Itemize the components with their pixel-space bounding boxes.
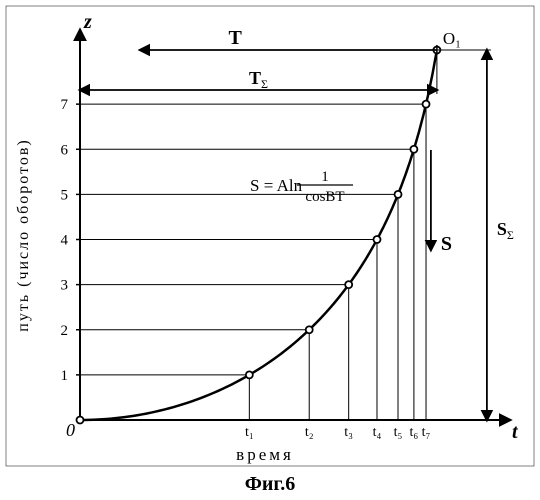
- t-tick-label: t₃: [344, 425, 353, 440]
- origin-label: 0: [66, 420, 75, 440]
- y-tick-label: 4: [61, 233, 69, 249]
- formula-den: cosBT: [305, 189, 344, 205]
- curve-marker: [395, 191, 402, 198]
- x-axis-label: время: [236, 445, 294, 464]
- t-tick-label: t₆: [410, 425, 419, 440]
- curve-marker: [306, 326, 313, 333]
- curve: [80, 50, 437, 420]
- y-tick-label: 1: [61, 368, 69, 384]
- y-axis-label: путь (число оборотов): [15, 138, 32, 331]
- t-tick-label: t₁: [245, 425, 254, 440]
- y-tick-label: 5: [61, 187, 69, 203]
- formula-num: 1: [321, 169, 329, 185]
- t-label: t: [512, 421, 519, 443]
- curve-marker: [410, 146, 417, 153]
- y-tick-label: 3: [61, 278, 69, 294]
- t-tick-label: t₂: [305, 425, 314, 440]
- figure-canvas: 1 2 3 4 5 6 7 t₁ t₂ t₃ t₄ t₅ t₆t₇ 0 z t T O₁ TΣ S SΣ S = Aln 1…: [0, 0, 540, 500]
- formula-left: S = Aln: [250, 176, 303, 195]
- t-tick-label: t₅: [394, 425, 403, 440]
- z-label: z: [83, 11, 92, 33]
- caption: Фиг.6: [245, 473, 296, 495]
- curve-marker: [345, 281, 352, 288]
- y-tick-label: 7: [61, 97, 69, 113]
- T-label: T: [228, 27, 242, 49]
- curve-marker: [246, 371, 253, 378]
- t-tick-label: t₇: [422, 425, 431, 440]
- SSigma-label: SΣ: [497, 219, 514, 242]
- y-tick-label: 6: [61, 142, 69, 158]
- t-tick-label: t₄: [373, 425, 382, 440]
- S-label: S: [441, 233, 452, 255]
- frame: [6, 6, 534, 466]
- curve-marker: [373, 236, 380, 243]
- curve-marker: [423, 101, 430, 108]
- O1-label: O₁: [443, 29, 461, 48]
- TSigma-label: TΣ: [249, 68, 268, 91]
- y-tick-label: 2: [61, 323, 69, 339]
